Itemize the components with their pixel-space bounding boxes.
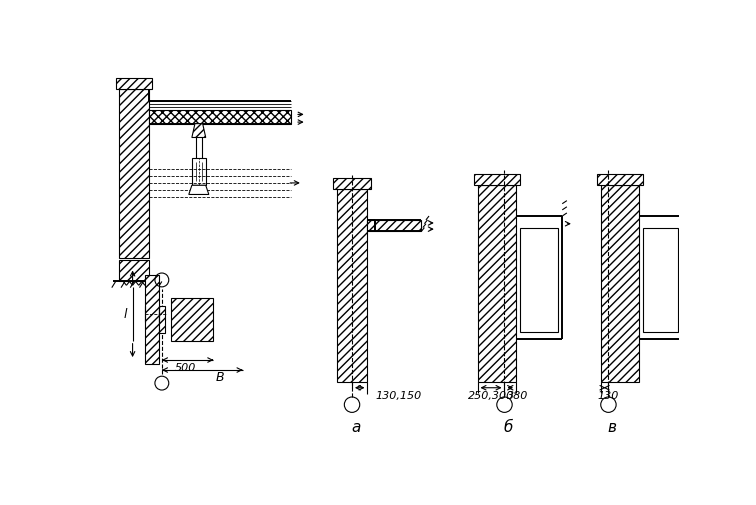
Bar: [367, 221, 421, 232]
Polygon shape: [189, 186, 209, 195]
Polygon shape: [192, 124, 206, 138]
Bar: [478, 186, 516, 382]
Bar: [520, 228, 559, 332]
Text: l: l: [123, 308, 127, 321]
Bar: [336, 190, 367, 382]
Bar: [145, 276, 159, 364]
Bar: [119, 90, 149, 259]
Bar: [159, 307, 165, 333]
Bar: [643, 228, 677, 332]
Bar: [192, 159, 206, 186]
Text: 250,300: 250,300: [468, 391, 514, 400]
Bar: [149, 111, 291, 124]
Text: в: в: [608, 419, 617, 434]
Bar: [333, 179, 371, 190]
Text: 500: 500: [175, 362, 197, 372]
Text: б: б: [503, 419, 513, 434]
Bar: [474, 175, 520, 186]
Text: 130,150: 130,150: [375, 390, 421, 400]
Bar: [171, 299, 213, 341]
Bar: [119, 261, 149, 282]
Text: B: B: [215, 371, 225, 384]
Bar: [601, 186, 640, 382]
Bar: [116, 79, 152, 90]
Text: 380: 380: [507, 391, 528, 400]
Text: a: a: [352, 419, 361, 434]
Bar: [597, 175, 643, 186]
Text: 130: 130: [598, 391, 619, 400]
